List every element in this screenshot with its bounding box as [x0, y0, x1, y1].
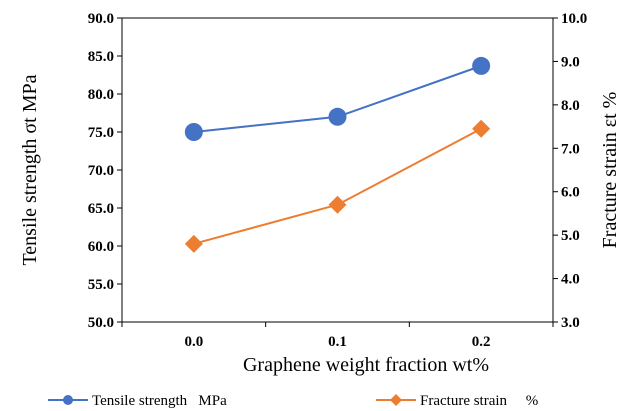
fracture-strain-legend-label: Fracture strain % [420, 393, 538, 409]
tensile-strength-mpa-point [185, 123, 203, 141]
y-right-tick-label: 7.0 [561, 141, 580, 157]
y-right-tick-label: 10.0 [561, 11, 587, 27]
fracture-strain-point [472, 120, 490, 138]
fracture-strain-line [194, 129, 481, 244]
y-left-tick-label: 80.0 [88, 87, 114, 103]
y-right-tick-label: 5.0 [561, 228, 580, 244]
x-tick-label: 0.1 [328, 334, 347, 350]
fracture-strain-legend-marker [390, 394, 402, 406]
fracture-strain-point [329, 196, 347, 214]
y-left-tick-label: 70.0 [88, 163, 114, 179]
y-right-tick-label: 4.0 [561, 272, 580, 288]
y-left-tick-label: 75.0 [88, 125, 114, 141]
y-right-tick-label: 9.0 [561, 54, 580, 70]
tensile-strength-mpa-point [329, 108, 347, 126]
x-tick-label: 0.2 [472, 334, 491, 350]
y-left-tick-label: 65.0 [88, 201, 114, 217]
y-left-tick-label: 90.0 [88, 11, 114, 27]
y-right-tick-label: 3.0 [561, 315, 580, 331]
y-axis-left-title: Tensile strength σt MPa [19, 74, 41, 265]
y-right-tick-label: 8.0 [561, 98, 580, 114]
y-left-tick-label: 60.0 [88, 239, 114, 255]
tensile-strength-mpa-legend-marker [63, 395, 73, 405]
fracture-strain-point [185, 235, 203, 253]
tensile-strength-mpa-point [472, 57, 490, 75]
y-left-tick-label: 85.0 [88, 49, 114, 65]
y-left-tick-label: 55.0 [88, 277, 114, 293]
x-axis-title: Graphene weight fraction wt% [243, 354, 489, 376]
x-tick-label: 0.0 [184, 334, 203, 350]
legend: Tensile strength MPa Fracture strain % [48, 393, 538, 409]
tensile-strength-mpa-legend-label: Tensile strength MPa [92, 393, 227, 409]
y-right-tick-label: 6.0 [561, 185, 580, 201]
y-left-tick-label: 50.0 [88, 315, 114, 331]
y-axis-right-title: Fracture strain εt % [599, 92, 621, 249]
